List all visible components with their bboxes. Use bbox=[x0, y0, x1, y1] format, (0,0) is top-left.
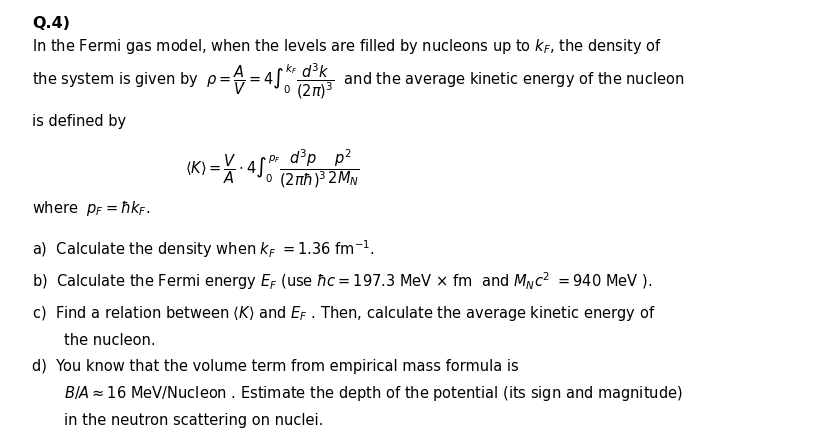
Text: d)  You know that the volume term from empirical mass formula is: d) You know that the volume term from em… bbox=[32, 359, 519, 374]
Text: $\langle K \rangle = \dfrac{V}{A} \cdot 4\int_0^{p_F} \dfrac{d^3p}{(2\pi\hbar)^3: $\langle K \rangle = \dfrac{V}{A} \cdot … bbox=[185, 147, 359, 190]
Text: b)  Calculate the Fermi energy $E_F$ (use $\hbar c = 197.3$ MeV $\times$ fm  and: b) Calculate the Fermi energy $E_F$ (use… bbox=[32, 270, 653, 292]
Text: Q.4): Q.4) bbox=[32, 16, 70, 31]
Text: In the Fermi gas model, when the levels are filled by nucleons up to $k_F$, the : In the Fermi gas model, when the levels … bbox=[32, 37, 663, 56]
Text: is defined by: is defined by bbox=[32, 114, 126, 129]
Text: the system is given by  $\rho = \dfrac{A}{V} = 4\int_0^{k_F} \dfrac{d^3k}{(2\pi): the system is given by $\rho = \dfrac{A}… bbox=[32, 61, 685, 101]
Text: in the neutron scattering on nuclei.: in the neutron scattering on nuclei. bbox=[65, 413, 324, 428]
Text: $B/A \approx 16$ MeV/Nucleon . Estimate the depth of the potential (its sign and: $B/A \approx 16$ MeV/Nucleon . Estimate … bbox=[65, 384, 683, 403]
Text: c)  Find a relation between $\langle K\rangle$ and $E_F$ . Then, calculate the a: c) Find a relation between $\langle K\ra… bbox=[32, 305, 656, 323]
Text: where  $p_F = \hbar k_F$.: where $p_F = \hbar k_F$. bbox=[32, 199, 151, 218]
Text: the nucleon.: the nucleon. bbox=[65, 333, 156, 348]
Text: a)  Calculate the density when $k_F\ = 1.36$ fm$^{-1}$.: a) Calculate the density when $k_F\ = 1.… bbox=[32, 238, 375, 260]
